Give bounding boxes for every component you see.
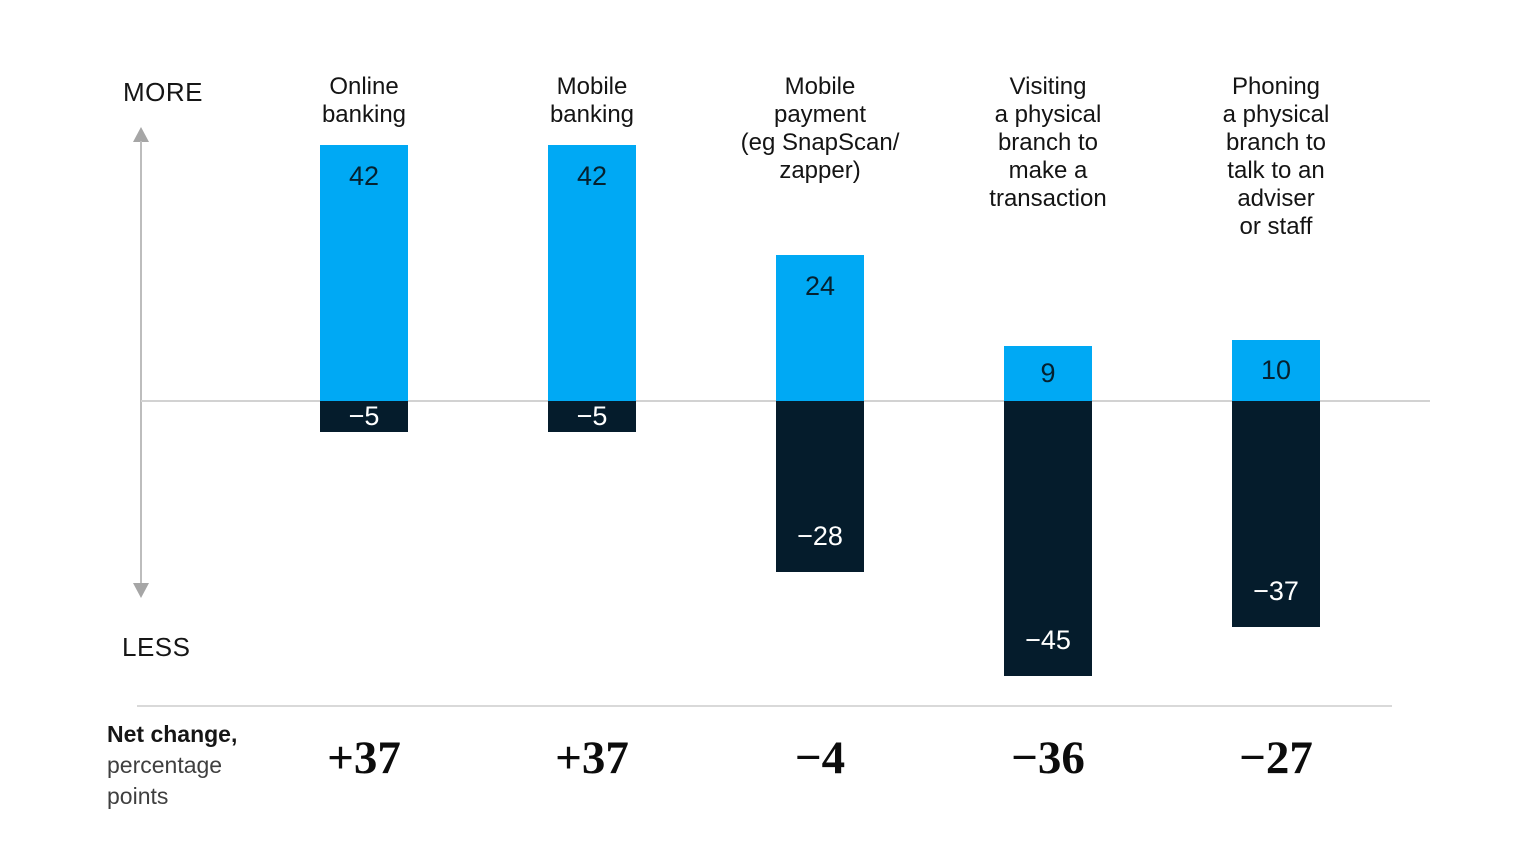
net-change-value: −36 [1011, 732, 1085, 784]
bar-negative-value: −5 [576, 401, 608, 431]
footer-separator-line [137, 705, 1392, 707]
bar-negative-value: −28 [797, 521, 843, 551]
axis-more-label: MORE [123, 77, 203, 107]
bar-positive-segment: 10 [1232, 340, 1320, 401]
net-change-value: −27 [1239, 732, 1313, 784]
category-label: Mobile banking [549, 73, 635, 128]
net-change-caption-sub2: points [107, 783, 169, 809]
bar-positive-segment: 42 [320, 145, 408, 401]
bar-negative-value: −5 [348, 401, 380, 431]
bar-negative-segment: −5 [320, 401, 408, 432]
bar-negative-segment: −37 [1232, 401, 1320, 627]
net-change-caption-sub1: percentage [107, 752, 223, 778]
bar-negative-segment: −5 [548, 401, 636, 432]
net-change-value: +37 [555, 732, 629, 784]
bar-positive-value: 42 [576, 161, 608, 191]
category-label: Mobile payment (eg SnapScan/ zapper) [740, 73, 900, 184]
bar-positive-segment: 24 [776, 255, 864, 401]
category-label: Online banking [321, 73, 407, 128]
axis-less-label: LESS [122, 632, 191, 662]
net-change-value: +37 [327, 732, 401, 784]
net-change-caption-title: Net change, [107, 721, 238, 747]
bar-positive-value: 24 [804, 271, 836, 301]
bar-negative-segment: −45 [1004, 401, 1092, 676]
category-label: Visiting a physical branch to make a tra… [989, 73, 1107, 212]
bar-positive-segment: 9 [1004, 346, 1092, 401]
bar-positive-value: 42 [348, 161, 380, 191]
bar-positive-value: 9 [1040, 358, 1056, 388]
arrow-down-icon [133, 583, 149, 598]
net-change-value: −4 [794, 732, 846, 784]
bar-negative-value: −37 [1253, 576, 1299, 606]
bar-negative-value: −45 [1025, 625, 1071, 655]
bar-positive-value: 10 [1260, 355, 1292, 385]
bar-positive-segment: 42 [548, 145, 636, 401]
bar-negative-segment: −28 [776, 401, 864, 572]
arrow-up-icon [133, 127, 149, 142]
category-label: Phoning a physical branch to talk to an … [1222, 73, 1330, 240]
net-change-caption: Net change, percentage points [107, 719, 237, 812]
vertical-axis-line [140, 141, 142, 585]
